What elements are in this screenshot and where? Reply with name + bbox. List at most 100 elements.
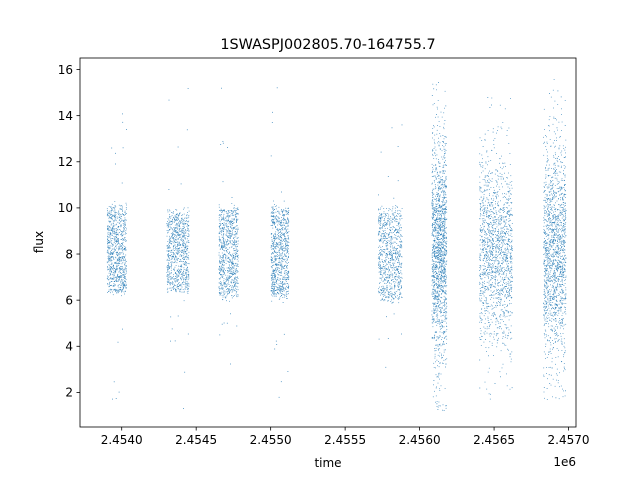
point	[273, 242, 274, 244]
point	[169, 259, 171, 261]
point	[390, 231, 392, 233]
point	[382, 281, 384, 282]
point	[393, 232, 394, 233]
point	[272, 270, 274, 272]
point	[109, 222, 111, 224]
point	[394, 292, 395, 294]
point	[275, 294, 277, 296]
point	[219, 255, 221, 257]
point	[273, 291, 275, 293]
point	[397, 230, 399, 232]
point	[107, 215, 109, 217]
outlier-point	[221, 87, 222, 89]
point	[444, 150, 446, 152]
point	[443, 112, 445, 114]
point	[387, 221, 388, 223]
point	[168, 256, 169, 258]
point	[396, 238, 397, 240]
point	[393, 288, 395, 290]
point	[391, 254, 393, 256]
point	[116, 267, 118, 269]
point	[271, 220, 273, 222]
point	[438, 199, 440, 201]
point	[287, 283, 289, 284]
point	[390, 261, 391, 263]
point	[178, 229, 180, 231]
point	[274, 236, 275, 238]
outlier-point	[276, 344, 278, 345]
point	[287, 247, 288, 249]
point	[378, 291, 380, 293]
point	[124, 283, 125, 285]
point	[228, 222, 230, 224]
point	[280, 255, 282, 257]
point	[443, 338, 445, 339]
point	[386, 277, 388, 278]
point	[392, 258, 394, 260]
point	[444, 308, 446, 310]
point	[441, 268, 442, 270]
point	[183, 241, 185, 243]
point	[396, 252, 398, 254]
point	[181, 236, 183, 238]
point	[173, 289, 174, 290]
point	[432, 255, 434, 257]
point	[276, 244, 278, 246]
point	[287, 271, 289, 273]
point	[278, 262, 279, 263]
point	[281, 257, 282, 259]
point	[107, 251, 109, 253]
point	[114, 211, 116, 213]
point	[434, 227, 436, 229]
point	[395, 297, 397, 298]
point	[391, 283, 392, 285]
point	[108, 256, 109, 258]
point	[115, 249, 116, 251]
point	[169, 237, 171, 239]
point	[433, 269, 435, 270]
point	[286, 252, 287, 254]
point	[440, 210, 442, 211]
point	[288, 271, 290, 273]
point	[125, 273, 126, 275]
point	[284, 253, 286, 255]
point	[436, 200, 438, 201]
point	[124, 274, 125, 276]
point	[379, 212, 380, 214]
point	[112, 268, 113, 270]
point	[122, 251, 124, 253]
point	[223, 249, 225, 251]
point	[398, 281, 400, 282]
point	[123, 224, 125, 226]
point	[280, 264, 282, 266]
point	[226, 226, 228, 228]
point	[277, 231, 279, 233]
point	[222, 257, 223, 258]
point	[223, 280, 225, 282]
point	[118, 292, 119, 294]
point	[280, 263, 282, 265]
point	[109, 258, 110, 259]
point	[434, 348, 435, 349]
point	[177, 227, 179, 229]
point	[440, 238, 442, 240]
point	[120, 205, 122, 207]
point	[181, 218, 182, 220]
point	[385, 259, 387, 261]
point	[280, 220, 282, 221]
point	[219, 262, 221, 264]
point	[432, 155, 434, 156]
point	[229, 286, 230, 287]
point	[271, 294, 272, 296]
point	[175, 230, 177, 231]
point	[120, 266, 121, 267]
point	[122, 209, 123, 211]
point	[114, 284, 116, 286]
point	[170, 251, 172, 253]
point	[443, 212, 444, 214]
point	[172, 262, 174, 264]
point	[278, 258, 280, 260]
point	[282, 211, 283, 213]
point	[186, 267, 188, 269]
point	[438, 255, 440, 257]
